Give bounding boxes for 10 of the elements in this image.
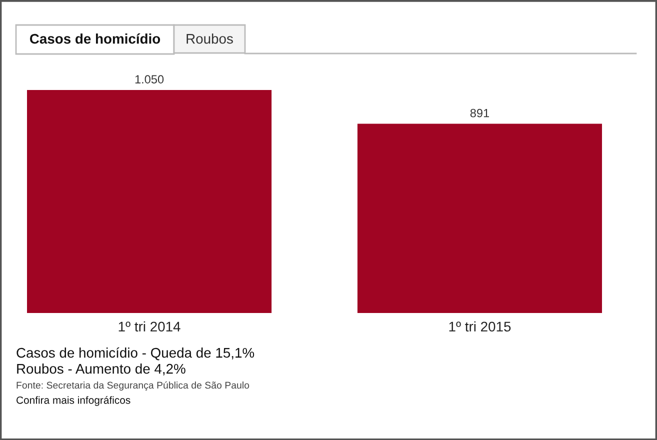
source-note: Fonte: Secretaria da Segurança Pública de São Paulo	[16, 381, 250, 391]
chart-subtitle: Roubos	[186, 34, 233, 44]
data-label: 1.050	[135, 75, 164, 84]
text: Roubos - Aumento de 4,2%	[17, 364, 186, 376]
x-tick-label: 1º tri 2014	[118, 321, 180, 332]
x-tick-label: 1º tri 2015	[449, 321, 511, 332]
chart-title: Casos de homicídio	[30, 33, 160, 44]
text: Casos de homicídio - Queda de 15,1%	[16, 347, 254, 360]
data-label: 891	[470, 108, 490, 118]
text: Confira mais infográficos	[16, 396, 130, 406]
